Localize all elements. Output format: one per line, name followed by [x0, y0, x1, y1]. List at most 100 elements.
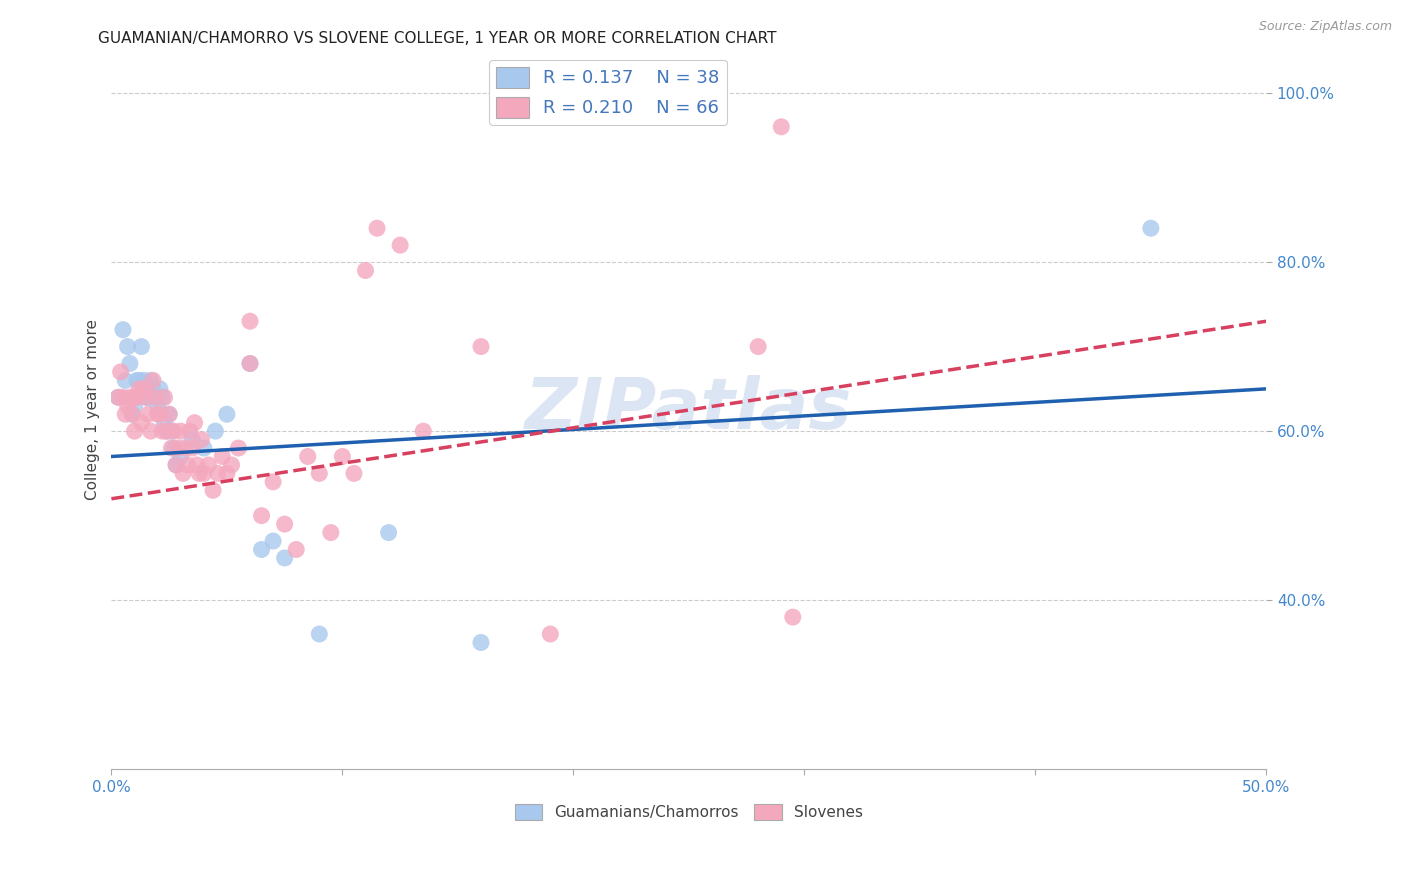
Point — [176, 458, 198, 472]
Point — [332, 450, 354, 464]
Point — [110, 365, 132, 379]
Point — [165, 458, 187, 472]
Text: GUAMANIAN/CHAMORRO VS SLOVENE COLLEGE, 1 YEAR OR MORE CORRELATION CHART: GUAMANIAN/CHAMORRO VS SLOVENE COLLEGE, 1… — [98, 31, 778, 46]
Point — [153, 416, 176, 430]
Point — [770, 120, 793, 134]
Point — [193, 441, 215, 455]
Point — [153, 390, 176, 404]
Point — [186, 458, 208, 472]
Point — [181, 441, 204, 455]
Point — [139, 424, 162, 438]
Point — [150, 390, 173, 404]
Point — [125, 390, 148, 404]
Point — [124, 390, 146, 404]
Point — [308, 627, 330, 641]
Point — [117, 399, 139, 413]
Point — [138, 390, 160, 404]
Point — [156, 424, 179, 438]
Point — [782, 610, 804, 624]
Y-axis label: College, 1 year or more: College, 1 year or more — [86, 319, 100, 500]
Point — [366, 221, 388, 235]
Point — [117, 340, 139, 354]
Point — [215, 467, 238, 481]
Point — [132, 373, 155, 387]
Point — [188, 467, 211, 481]
Point — [412, 424, 434, 438]
Point — [118, 390, 141, 404]
Point — [143, 390, 166, 404]
Point — [228, 441, 250, 455]
Point — [193, 467, 215, 481]
Point — [250, 508, 273, 523]
Point — [146, 407, 169, 421]
Point — [1140, 221, 1163, 235]
Point — [202, 483, 225, 498]
Point — [121, 407, 143, 421]
Point — [142, 382, 165, 396]
Point — [470, 340, 492, 354]
Point — [150, 424, 173, 438]
Point — [377, 525, 399, 540]
Point — [118, 357, 141, 371]
Point — [181, 433, 204, 447]
Point — [131, 416, 153, 430]
Point — [143, 390, 166, 404]
Point — [297, 450, 319, 464]
Point — [207, 467, 229, 481]
Text: Source: ZipAtlas.com: Source: ZipAtlas.com — [1258, 20, 1392, 33]
Point — [135, 390, 157, 404]
Point — [211, 450, 233, 464]
Point — [250, 542, 273, 557]
Point — [114, 407, 136, 421]
Point — [128, 373, 150, 387]
Point — [273, 550, 295, 565]
Point — [157, 407, 180, 421]
Point — [111, 323, 134, 337]
Point — [131, 340, 153, 354]
Point — [262, 475, 284, 489]
Point — [132, 382, 155, 396]
Point — [354, 263, 377, 277]
Point — [142, 373, 165, 387]
Point — [221, 458, 243, 472]
Point — [204, 424, 226, 438]
Point — [135, 390, 157, 404]
Point — [107, 390, 129, 404]
Point — [190, 433, 212, 447]
Point — [215, 407, 238, 421]
Point — [167, 441, 190, 455]
Point — [285, 542, 308, 557]
Point — [183, 416, 205, 430]
Point — [239, 314, 262, 328]
Point — [146, 399, 169, 413]
Point — [389, 238, 412, 252]
Point — [197, 458, 219, 472]
Point — [172, 467, 194, 481]
Point — [163, 424, 186, 438]
Point — [170, 450, 193, 464]
Point — [107, 390, 129, 404]
Point — [308, 467, 330, 481]
Point — [170, 424, 193, 438]
Point — [163, 441, 186, 455]
Point — [124, 424, 146, 438]
Point — [160, 424, 183, 438]
Point — [121, 407, 143, 421]
Point — [179, 424, 201, 438]
Point — [239, 357, 262, 371]
Point — [125, 373, 148, 387]
Point — [747, 340, 769, 354]
Point — [165, 458, 187, 472]
Point — [262, 534, 284, 549]
Point — [156, 424, 179, 438]
Point — [149, 382, 172, 396]
Point — [114, 373, 136, 387]
Point — [470, 635, 492, 649]
Point — [538, 627, 561, 641]
Point — [139, 373, 162, 387]
Point — [128, 382, 150, 396]
Point — [174, 441, 197, 455]
Point — [157, 407, 180, 421]
Point — [111, 390, 134, 404]
Point — [149, 407, 172, 421]
